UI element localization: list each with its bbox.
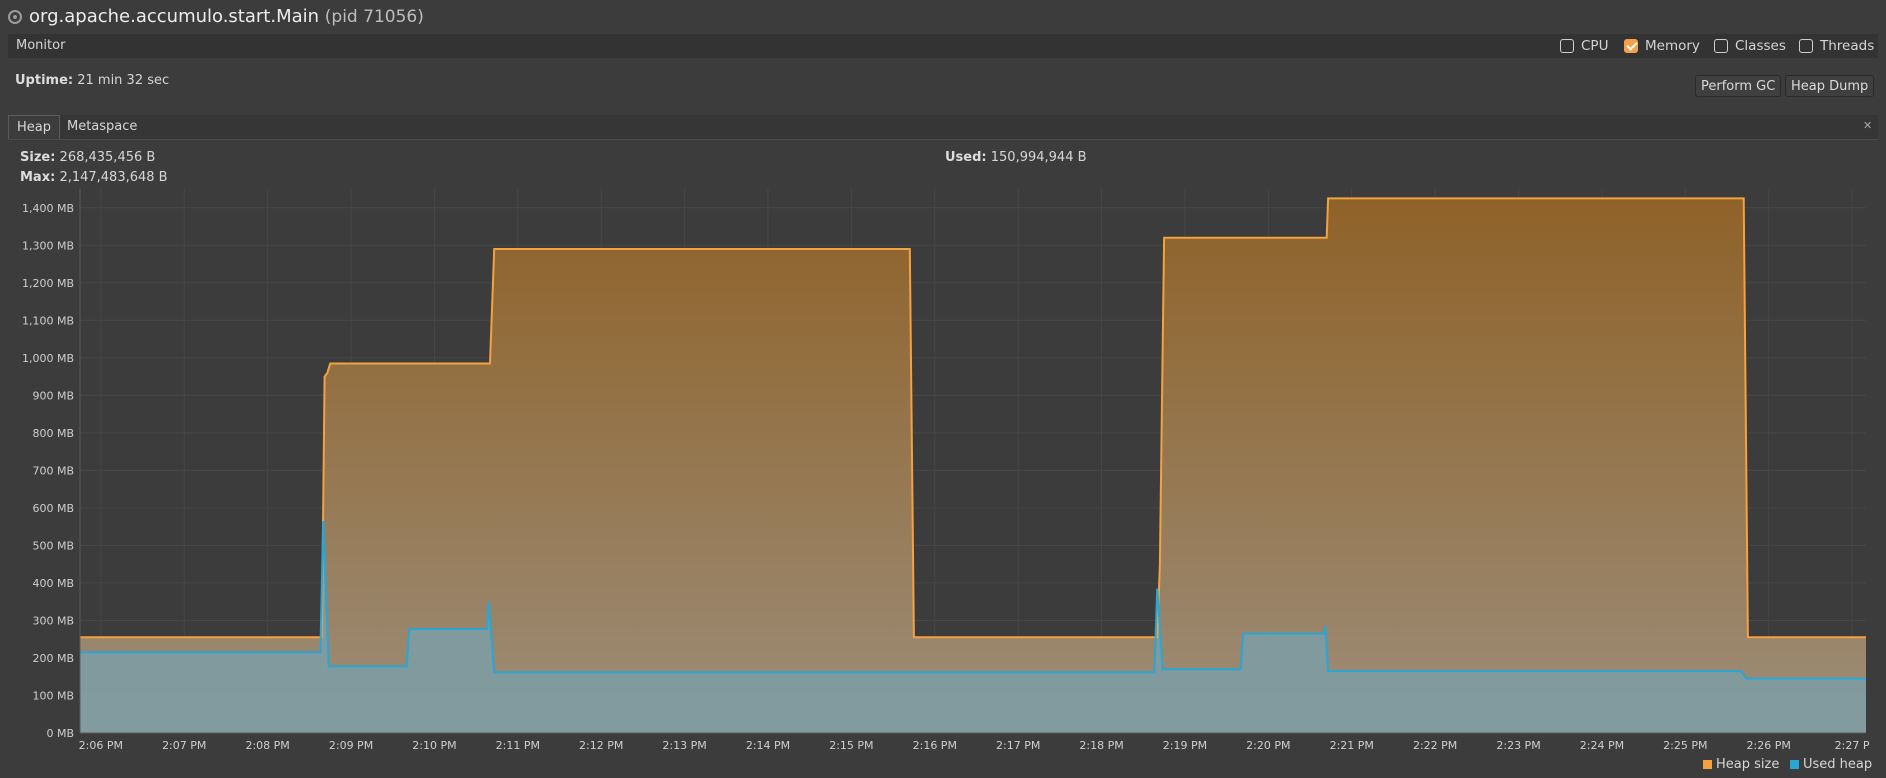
x-tick-label: 2:24 PM xyxy=(1580,739,1624,752)
legend-used-heap: Used heap xyxy=(1790,757,1872,772)
y-tick-label: 800 MB xyxy=(32,427,74,440)
tab-metaspace[interactable]: Metaspace xyxy=(67,119,138,134)
legend-heap-size: Heap size xyxy=(1703,757,1779,772)
y-tick-label: 0 MB xyxy=(46,727,74,740)
perform-gc-button[interactable]: Perform GC xyxy=(1695,75,1782,97)
legend-label-heap-size: Heap size xyxy=(1716,757,1780,772)
x-tick-label: 2:22 PM xyxy=(1413,739,1457,752)
y-tick-label: 600 MB xyxy=(32,502,74,515)
x-tick-label: 2:25 PM xyxy=(1663,739,1707,752)
uptime-label: Uptime: xyxy=(15,73,74,88)
lines xyxy=(80,197,1866,680)
y-tick-label: 700 MB xyxy=(32,464,74,477)
x-tick-label: 2:08 PM xyxy=(245,739,289,752)
x-tick-label: 2:19 PM xyxy=(1163,739,1207,752)
legend-label-used-heap: Used heap xyxy=(1803,757,1873,772)
y-tick-label: 1,400 MB xyxy=(22,202,74,215)
cpu-checkbox[interactable]: CPU xyxy=(1560,38,1608,54)
used-heap-line xyxy=(80,520,1866,680)
tab-heap[interactable]: Heap xyxy=(8,115,60,139)
x-tick-label: 2:07 PM xyxy=(162,739,206,752)
y-tick-label: 1,300 MB xyxy=(22,239,74,252)
classes-checkbox-label: Classes xyxy=(1735,38,1786,54)
x-tick-label: 2:10 PM xyxy=(412,739,456,752)
close-icon[interactable]: ✕ xyxy=(1863,119,1873,132)
legend-swatch-heap-size xyxy=(1703,760,1712,769)
x-tick-label: 2:23 PM xyxy=(1496,739,1540,752)
axes: 0 MB 100 MB 200 MB 300 MB 400 MB 500 MB 600 MB… xyxy=(22,189,1870,752)
x-tick-label: 2:20 PM xyxy=(1246,739,1290,752)
y-tick-label: 500 MB xyxy=(32,539,74,552)
used-heap-area xyxy=(80,521,1866,733)
heap-size-value: 268,435,456 B xyxy=(59,150,156,165)
x-tick-label: 2:06 PM xyxy=(79,739,123,752)
y-tick-label: 1,200 MB xyxy=(22,277,74,290)
y-tick-label: 1,100 MB xyxy=(22,314,74,327)
memory-checkbox-label: Memory xyxy=(1645,38,1700,54)
uptime-value: 21 min 32 sec xyxy=(77,73,170,88)
heap-size-area xyxy=(80,198,1866,733)
threads-checkbox-label: Threads xyxy=(1820,38,1875,54)
memory-tabstrip: Heap Metaspace ✕ xyxy=(8,115,1878,140)
x-tick-label: 2:26 PM xyxy=(1747,739,1791,752)
heap-size-info: Size: 268,435,456 B xyxy=(20,150,155,165)
pid-label: (pid 71056) xyxy=(324,7,424,27)
cpu-checkbox-box[interactable] xyxy=(1560,39,1574,53)
x-tick-label: 2:17 PM xyxy=(996,739,1040,752)
classes-checkbox-box[interactable] xyxy=(1714,39,1728,53)
x-tick-label: 2:12 PM xyxy=(579,739,623,752)
window-title: org.apache.accumulo.start.Main (pid 7105… xyxy=(29,6,424,27)
legend-swatch-used-heap xyxy=(1790,760,1799,769)
heap-chart: 0 MB 100 MB 200 MB 300 MB 400 MB 500 MB 600 MB… xyxy=(22,189,1870,752)
y-tick-label: 300 MB xyxy=(32,614,74,627)
heap-max-info: Max: 2,147,483,648 B xyxy=(20,170,168,185)
x-tick-label: 2:21 PM xyxy=(1330,739,1374,752)
y-tick-label: 900 MB xyxy=(32,389,74,402)
x-tick-label: 2:16 PM xyxy=(913,739,957,752)
monitor-bar: Monitor CPU Memory Classes Threads xyxy=(8,34,1878,58)
heap-size-line xyxy=(80,197,1866,639)
uptime: Uptime: 21 min 32 sec xyxy=(15,73,169,88)
x-tick-label: 2:14 PM xyxy=(746,739,790,752)
y-tick-label: 1,000 MB xyxy=(22,352,74,365)
x-tick-label: 2:27 P xyxy=(1835,739,1870,752)
threads-checkbox-box[interactable] xyxy=(1799,39,1813,53)
heap-used-label: Used: xyxy=(945,150,987,165)
x-tick-label: 2:11 PM xyxy=(496,739,540,752)
heap-used-value: 150,994,944 B xyxy=(990,150,1087,165)
memory-checkbox-box[interactable] xyxy=(1624,39,1638,53)
x-tick-label: 2:15 PM xyxy=(829,739,873,752)
classes-checkbox[interactable]: Classes xyxy=(1714,38,1786,54)
heap-size-label: Size: xyxy=(20,150,56,165)
y-tick-label: 200 MB xyxy=(32,652,74,665)
monitor-label: Monitor xyxy=(16,38,66,53)
java-app-icon xyxy=(8,10,22,24)
threads-checkbox[interactable]: Threads xyxy=(1799,38,1874,54)
heap-used-info: Used: 150,994,944 B xyxy=(945,150,1087,165)
app-name: org.apache.accumulo.start.Main xyxy=(29,6,320,27)
y-tick-label: 400 MB xyxy=(32,577,74,590)
heap-max-label: Max: xyxy=(20,170,56,185)
y-tick-label: 100 MB xyxy=(32,689,74,702)
x-tick-label: 2:13 PM xyxy=(662,739,706,752)
x-tick-label: 2:18 PM xyxy=(1079,739,1123,752)
heap-max-value: 2,147,483,648 B xyxy=(59,170,168,185)
title-bar: org.apache.accumulo.start.Main (pid 7105… xyxy=(0,0,1886,34)
heap-dump-button[interactable]: Heap Dump xyxy=(1785,75,1875,97)
cpu-checkbox-label: CPU xyxy=(1581,38,1609,54)
areas xyxy=(80,198,1866,733)
memory-checkbox[interactable]: Memory xyxy=(1624,38,1700,54)
x-tick-label: 2:09 PM xyxy=(329,739,373,752)
